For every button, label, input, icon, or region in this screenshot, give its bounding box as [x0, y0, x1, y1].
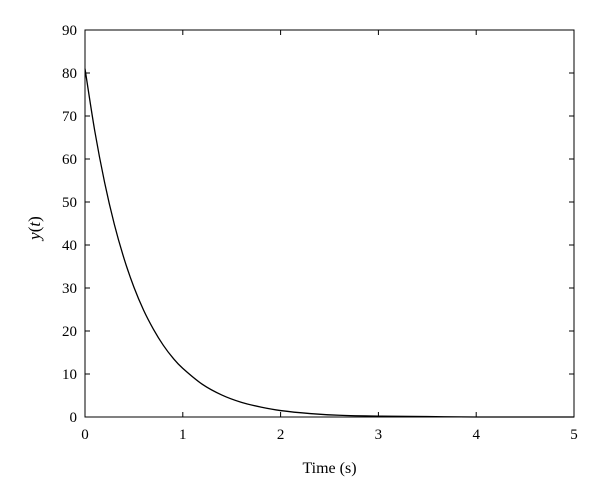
axis-ticks — [84, 29, 575, 418]
y-axis-label: y(t) — [25, 216, 44, 242]
x-tick-label: 3 — [375, 427, 383, 443]
y-tick-label: 30 — [62, 281, 77, 297]
series-line — [84, 68, 574, 418]
x-axis-label: Time (s) — [302, 460, 356, 477]
x-tick-label: 2 — [277, 427, 285, 443]
y-tick-label: 90 — [62, 23, 77, 39]
x-tick-label: 0 — [81, 427, 89, 443]
x-tick-label: 1 — [179, 427, 187, 443]
y-tick-label: 40 — [62, 238, 77, 254]
x-tick-label: 4 — [472, 427, 480, 443]
y-tick-label: 60 — [62, 152, 77, 168]
y-tick-label: 20 — [62, 324, 77, 340]
y-tick-label: 70 — [62, 109, 77, 125]
x-tick-label: 5 — [570, 427, 578, 443]
y-tick-label: 10 — [62, 367, 77, 383]
y-tick-labels: 0 10 20 30 40 50 60 70 80 90 — [62, 23, 77, 426]
plot-frame — [84, 29, 575, 418]
x-tick-labels: 0 1 2 3 4 5 — [81, 427, 578, 443]
y-tick-label: 50 — [62, 195, 77, 211]
y-tick-label: 0 — [70, 410, 78, 426]
y-tick-label: 80 — [62, 66, 77, 82]
